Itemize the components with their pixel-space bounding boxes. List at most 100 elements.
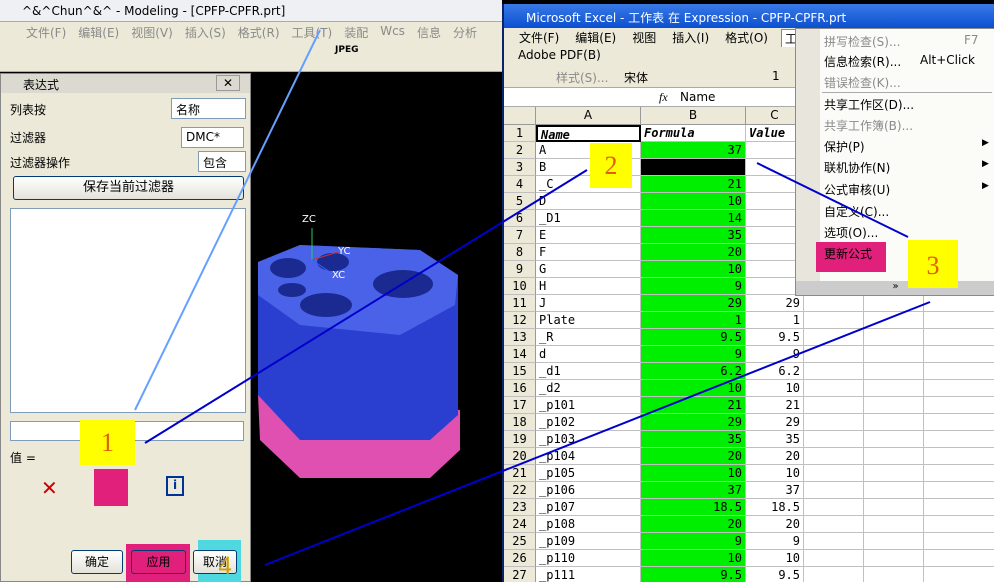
cell[interactable]: _D1: [536, 210, 641, 227]
menu-item[interactable]: Wcs: [380, 24, 405, 38]
cell[interactable]: [924, 312, 994, 329]
cell[interactable]: [804, 465, 864, 482]
cell[interactable]: [804, 346, 864, 363]
cell[interactable]: [924, 346, 994, 363]
cell[interactable]: [864, 414, 924, 431]
cell[interactable]: 37: [641, 142, 746, 159]
cell[interactable]: 10: [746, 465, 804, 482]
cell[interactable]: [804, 363, 864, 380]
cell[interactable]: [864, 346, 924, 363]
menu-item[interactable]: 文件(F): [26, 26, 67, 40]
cancel-button[interactable]: 取消: [193, 550, 237, 574]
menu-item[interactable]: 编辑(E): [575, 31, 617, 45]
menu-item[interactable]: 编辑(E): [78, 26, 120, 40]
cell[interactable]: [924, 448, 994, 465]
delete-icon[interactable]: ✕: [41, 476, 58, 500]
menu-item[interactable]: 视图(V): [131, 26, 173, 40]
cell[interactable]: _p101: [536, 397, 641, 414]
pdf-menu[interactable]: Adobe PDF(B): [518, 48, 601, 62]
cell[interactable]: [864, 431, 924, 448]
cell[interactable]: _p106: [536, 482, 641, 499]
cell[interactable]: Formula: [641, 125, 746, 142]
cell[interactable]: [924, 329, 994, 346]
menu-item[interactable]: 联机协作(N): [824, 161, 891, 175]
cell[interactable]: 21: [746, 397, 804, 414]
cell[interactable]: [924, 550, 994, 567]
cell[interactable]: 10: [641, 550, 746, 567]
menu-item[interactable]: 格式(R): [237, 26, 280, 40]
cell[interactable]: _R: [536, 329, 641, 346]
menu-item[interactable]: 格式(O): [725, 31, 768, 45]
cell[interactable]: 10: [641, 465, 746, 482]
cell[interactable]: 1: [746, 312, 804, 329]
cell[interactable]: [924, 397, 994, 414]
cell[interactable]: D: [536, 193, 641, 210]
cell[interactable]: H: [536, 278, 641, 295]
cell[interactable]: 18.5: [746, 499, 804, 516]
menu-item[interactable]: 选项(O)...: [824, 226, 879, 240]
cell[interactable]: 29: [641, 295, 746, 312]
menu-item[interactable]: 保护(P): [824, 140, 865, 154]
filter-op-dropdown[interactable]: 包含: [198, 151, 246, 172]
info-icon[interactable]: i: [166, 476, 184, 496]
cell[interactable]: [924, 533, 994, 550]
cell[interactable]: 6.2: [746, 363, 804, 380]
style-box[interactable]: 样式(S)...: [556, 71, 609, 85]
cell[interactable]: 9: [641, 346, 746, 363]
menu-item[interactable]: 公式审核(U): [824, 183, 891, 197]
apply-button[interactable]: 应用: [131, 550, 186, 574]
cell[interactable]: 20: [746, 516, 804, 533]
cell[interactable]: [804, 431, 864, 448]
cell[interactable]: [864, 550, 924, 567]
cell[interactable]: [864, 312, 924, 329]
cell[interactable]: [804, 550, 864, 567]
cell[interactable]: [924, 295, 994, 312]
cell[interactable]: [864, 448, 924, 465]
cell[interactable]: 20: [641, 516, 746, 533]
cell[interactable]: [924, 482, 994, 499]
menu-item[interactable]: 拼写检查(S)...: [824, 35, 901, 49]
cell[interactable]: [804, 397, 864, 414]
cell[interactable]: 37: [641, 482, 746, 499]
cell[interactable]: Name: [536, 125, 641, 142]
save-filter-button[interactable]: 保存当前过滤器: [13, 176, 244, 200]
cell[interactable]: 20: [746, 448, 804, 465]
cell[interactable]: 9.5: [746, 329, 804, 346]
cell[interactable]: 10: [641, 193, 746, 210]
cell[interactable]: _d1: [536, 363, 641, 380]
cell[interactable]: [864, 363, 924, 380]
cell[interactable]: [804, 414, 864, 431]
cell[interactable]: _p102: [536, 414, 641, 431]
cell[interactable]: 21: [641, 397, 746, 414]
cell[interactable]: [864, 482, 924, 499]
cell[interactable]: G: [536, 261, 641, 278]
cell[interactable]: [864, 499, 924, 516]
menu-item[interactable]: 工具(T): [291, 26, 333, 40]
ok-button[interactable]: 确定: [71, 550, 123, 574]
menu-item[interactable]: 分析: [452, 26, 477, 40]
menu-item[interactable]: 文件(F): [519, 31, 560, 45]
cell[interactable]: [804, 482, 864, 499]
cell[interactable]: F: [536, 244, 641, 261]
cell[interactable]: _p108: [536, 516, 641, 533]
cell[interactable]: J: [536, 295, 641, 312]
cell[interactable]: [804, 380, 864, 397]
cell[interactable]: 9.5: [641, 329, 746, 346]
cell[interactable]: [804, 312, 864, 329]
cell[interactable]: 9.5: [641, 567, 746, 582]
close-button[interactable]: ✕: [216, 75, 240, 91]
cell[interactable]: [864, 329, 924, 346]
cell[interactable]: [924, 380, 994, 397]
cell[interactable]: [924, 414, 994, 431]
cell[interactable]: [804, 295, 864, 312]
cell[interactable]: _p107: [536, 499, 641, 516]
cell[interactable]: [804, 567, 864, 582]
menu-item[interactable]: 插入(I): [672, 31, 710, 45]
menu-item[interactable]: 信息检索(R)...: [824, 55, 902, 69]
cell[interactable]: 35: [641, 227, 746, 244]
list-by-dropdown[interactable]: 名称: [171, 98, 246, 119]
cell[interactable]: [804, 516, 864, 533]
formula-content[interactable]: Name: [680, 90, 716, 104]
cell[interactable]: [924, 499, 994, 516]
cell[interactable]: d: [536, 346, 641, 363]
